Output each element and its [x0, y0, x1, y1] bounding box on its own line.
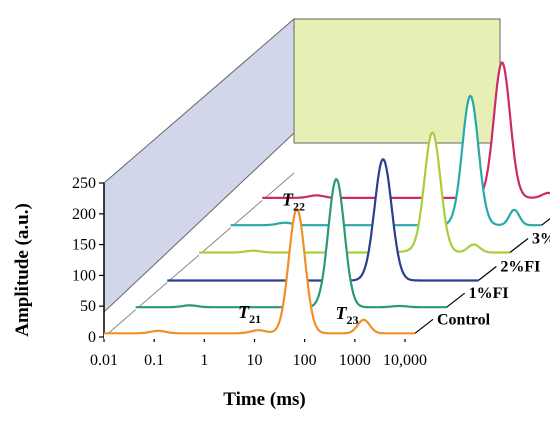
x-tick-label: 10	[247, 352, 263, 369]
x-tick-label: 100	[293, 352, 317, 369]
y-tick-label: 250	[72, 175, 96, 192]
x-tick-label: 1000	[339, 352, 371, 369]
y-tick-label: 150	[72, 237, 96, 254]
y-tick-label: 50	[80, 298, 96, 315]
series-label-pointer	[509, 238, 529, 254]
chart-walls	[103, 17, 501, 338]
series-label: Control	[437, 311, 491, 328]
x-tick-label: 0.1	[144, 352, 164, 369]
series-label-pointer	[414, 318, 434, 334]
y-axis-title: Amplitude (a.u.)	[12, 203, 33, 337]
x-tick-label: 1	[200, 352, 208, 369]
series-label-pointer	[446, 292, 466, 308]
series-line	[104, 208, 415, 335]
series-label: 1%FI	[469, 285, 509, 302]
peak-label: T21	[238, 302, 261, 326]
series-label: 3%FI	[532, 231, 550, 248]
x-tick-label: 10,000	[383, 352, 427, 369]
series-line	[167, 158, 479, 282]
side-wall	[103, 17, 295, 314]
x-tick-label: 0.01	[90, 352, 118, 369]
peak-label: T23	[336, 303, 359, 327]
chart-axes: 0 50 100 150 200 250 0.01 0.1 1 10 100 1000 10,000 Ti…	[12, 175, 427, 410]
chart-series	[104, 61, 550, 339]
series-label: 2%FI	[500, 258, 540, 275]
series-label-pointer	[477, 266, 497, 281]
series-fill	[199, 132, 510, 257]
y-tick-label: 0	[88, 329, 96, 346]
series-line	[199, 131, 510, 254]
y-tick-label: 200	[72, 206, 96, 223]
series-line	[262, 61, 550, 199]
x-axis-title: Time (ms)	[223, 389, 306, 410]
peak-label: T22	[282, 189, 305, 213]
y-tick-label: 100	[72, 267, 96, 284]
series-fill	[230, 95, 542, 230]
series-label-pointer	[541, 217, 550, 226]
